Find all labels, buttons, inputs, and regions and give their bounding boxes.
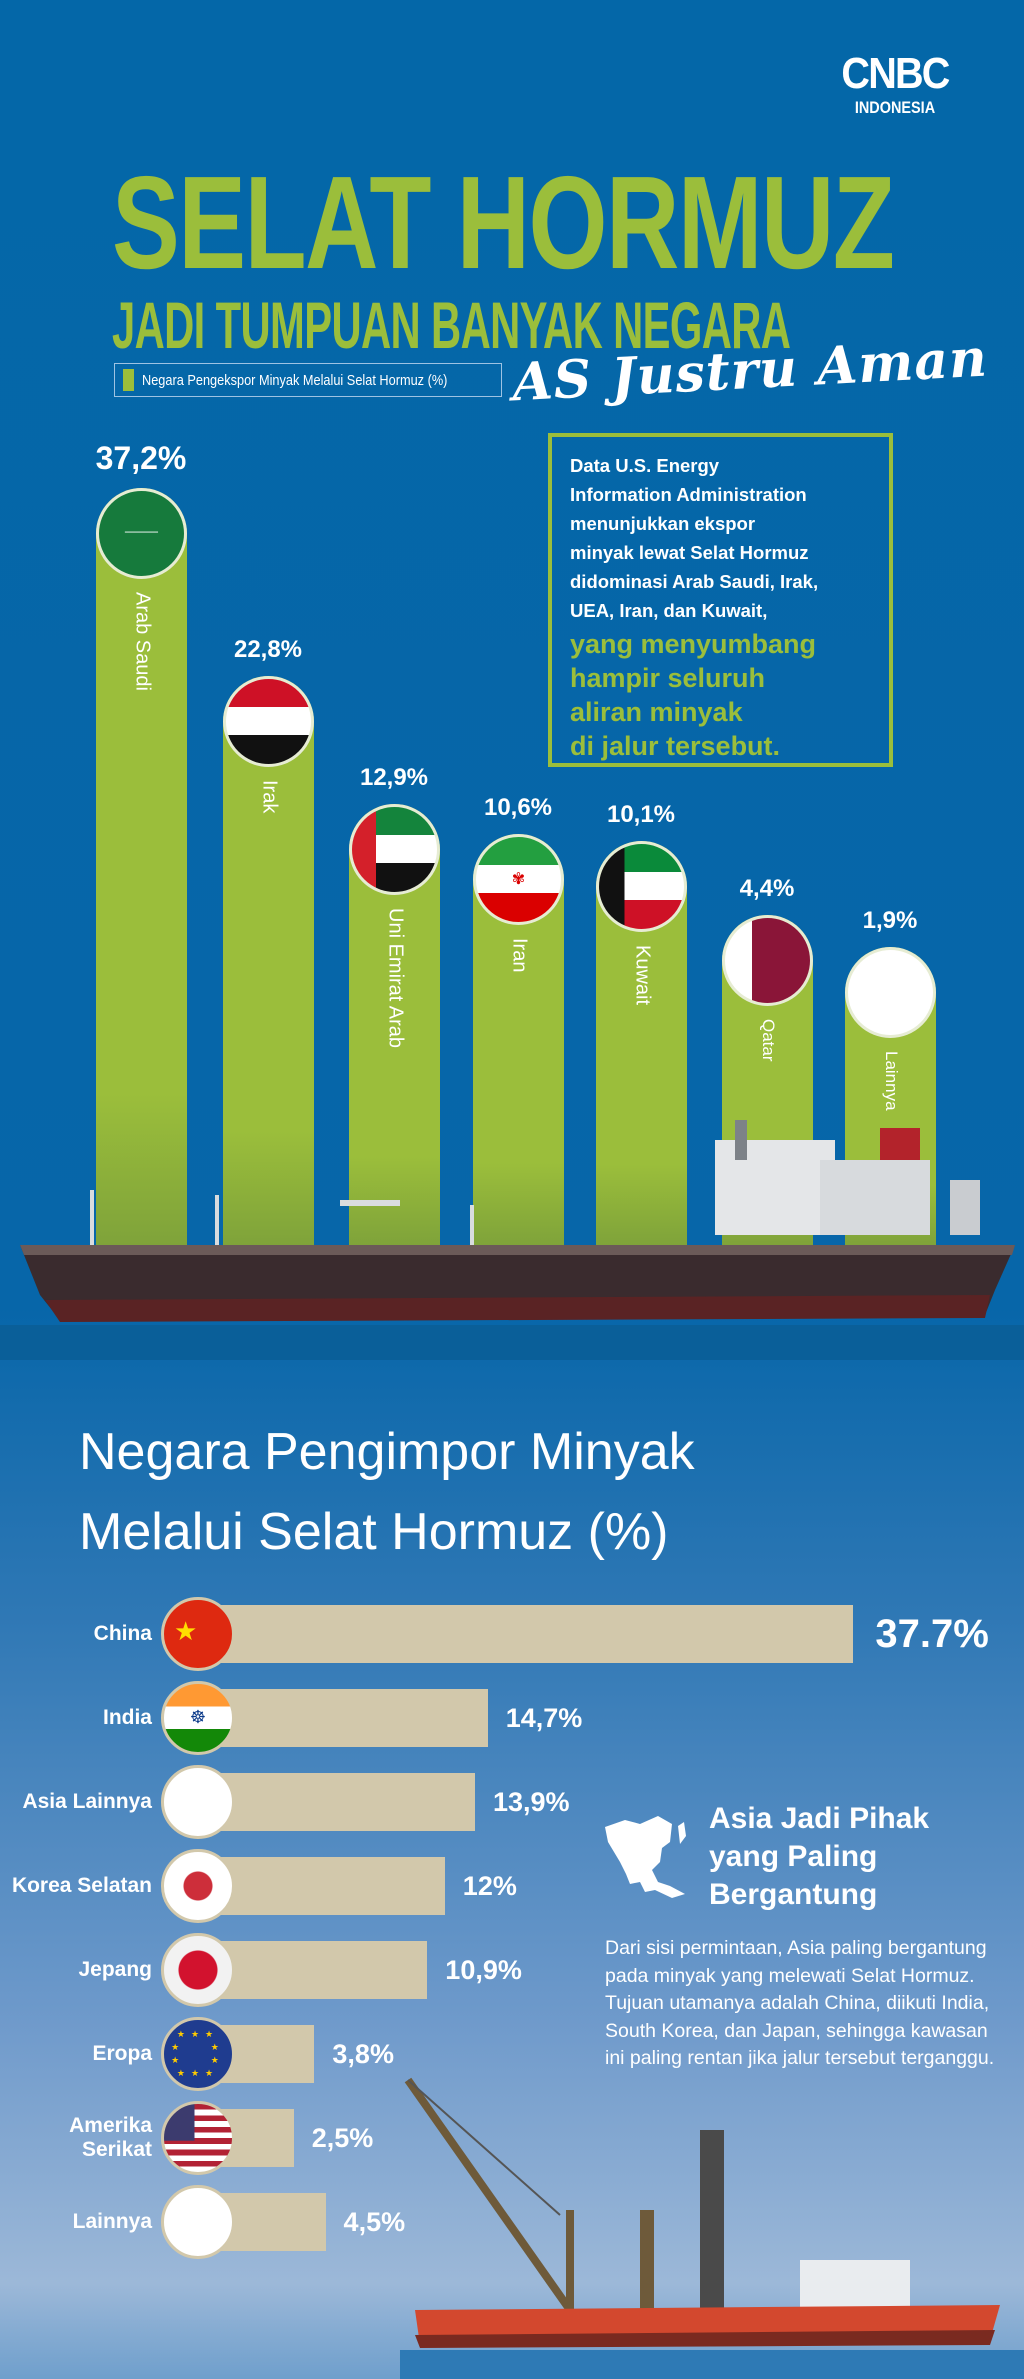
bar-category-label: Iran	[508, 938, 531, 973]
bar-value-label: 13,9%	[493, 1786, 570, 1817]
bar-category-label: Irak	[258, 779, 281, 813]
flag-iran-icon: ✾	[473, 834, 564, 926]
import-title-line: Melalui Selat Hormuz (%)	[79, 1503, 669, 1561]
bar	[198, 1941, 428, 1999]
bar-value-label: 3,8%	[332, 2038, 394, 2069]
bar	[198, 1689, 488, 1747]
bar-value-label: 12%	[462, 1870, 517, 1901]
bar-category-label: Eropa	[92, 2042, 152, 2065]
bar-row-lainnya: Lainnya 4,5%	[0, 2185, 1024, 2259]
legend-label: Negara Pengekspor Minyak Melalui Selat H…	[141, 371, 448, 389]
bar-kuwait: Kuwait	[596, 840, 687, 1245]
bar-value-label: 10,1%	[606, 800, 676, 828]
info-text: UEA, Iran, dan Kuwait,	[570, 600, 768, 621]
flag-usa-icon	[161, 2101, 235, 2175]
bar-arab-saudi: ⸻ Arab Saudi	[96, 488, 187, 1245]
info-box: Data U.S. Energy Information Administrat…	[548, 433, 893, 767]
bar-value-label: 22,8%	[233, 635, 303, 663]
bar-value-label: 1,9%	[862, 907, 918, 935]
bar-row-china: China ★ 37.7%	[0, 1597, 1024, 1671]
info-text: Information Administration	[570, 484, 807, 505]
bar-row-amerika-serikat: Amerika Serikat 2,5%	[0, 2101, 1024, 2175]
info-text: menunjukkan ekspor	[570, 513, 756, 534]
asia-map-icon	[605, 1816, 686, 1898]
logo-text: CNBC	[841, 49, 950, 98]
bar-category-label: Lainnya	[72, 2210, 152, 2233]
export-bar-chart: ⸻ Arab Saudi 37,2% Irak 22,8% Uni Emirat Arab…	[95, 440, 936, 1245]
flag-kuwait-icon	[596, 840, 687, 932]
asia-title-line: Asia Jadi Pihak	[709, 1802, 930, 1835]
info-highlight: di jalur tersebut.	[570, 731, 781, 761]
bar-iran: ✾ Iran	[473, 834, 564, 1245]
info-highlight: hampir seluruh	[570, 663, 766, 693]
legend-swatch	[123, 369, 134, 391]
asia-title-line: Bergantung	[709, 1878, 878, 1911]
bar-value-label: 37,2%	[95, 440, 187, 477]
bar-row-eropa: Eropa ★★★ ★ ★ ★ ★ ★★★ 3,8%	[0, 2017, 1024, 2091]
asia-title-line: yang Paling	[709, 1840, 878, 1873]
import-bar-chart: China ★ 37.7% India ☸ 14,7% Asia Lainnya 13,9% K…	[0, 0, 1024, 2259]
flag-eu-icon: ★★★ ★ ★ ★ ★ ★★★	[161, 2017, 235, 2091]
bar-value-label: 12,9%	[359, 764, 429, 792]
bar-row-korea-selatan: Korea Selatan 12%	[0, 1849, 1024, 1923]
bar-value-label: 2,5%	[311, 2122, 374, 2153]
import-title-line: Negara Pengimpor Minyak	[79, 1423, 695, 1481]
bar-irak: Irak	[223, 675, 314, 1245]
flag-qatar-icon	[722, 914, 813, 1006]
flag-saudi-icon: ⸻	[96, 488, 187, 580]
info-text: didominasi Arab Saudi, Irak,	[570, 571, 819, 592]
tanker-ship-image	[0, 1120, 1024, 1360]
bar-row-asia-lainnya: Asia Lainnya 13,9%	[0, 1765, 1024, 1839]
bar-category-label: India	[102, 1706, 152, 1729]
flag-india-icon: ☸	[161, 1681, 235, 1755]
bar-category-label: Amerika Serikat	[69, 2114, 152, 2161]
bar-category-label: Arab Saudi	[131, 592, 154, 692]
bar-value-label: 4,4%	[739, 874, 795, 902]
bar-value-label: 4,5%	[343, 2206, 406, 2237]
cnbc-indonesia-logo: CNBC INDONESIA	[835, 52, 955, 118]
bar-uni-emirat-arab: Uni Emirat Arab	[349, 804, 440, 1245]
info-text: minyak lewat Selat Hormuz	[570, 542, 809, 563]
flag-uae-icon	[349, 804, 440, 896]
bar-value-label: 37.7%	[875, 1611, 989, 1656]
bar-category-label: Asia Lainnya	[22, 1790, 152, 1813]
flag-blank-icon	[845, 947, 936, 1039]
bar-value-label: 10,6%	[483, 794, 553, 822]
bar-value-label: 10,9%	[445, 1954, 522, 1985]
info-text: Data U.S. Energy	[570, 455, 720, 476]
import-chart-title: Negara Pengimpor Minyak Melalui Selat Ho…	[79, 1412, 695, 1572]
flag-japan-icon	[161, 1933, 235, 2007]
bar	[198, 1605, 854, 1663]
flag-blank-icon	[161, 1765, 235, 1839]
flag-blank-icon	[161, 2185, 235, 2259]
logo-subtext: INDONESIA	[854, 98, 936, 117]
flag-china-icon: ★	[161, 1597, 235, 1671]
info-highlight: yang menyumbang	[570, 629, 817, 659]
bar-category-label: Uni Emirat Arab	[384, 908, 407, 1049]
bar-value-label: 14,7%	[505, 1702, 583, 1733]
info-highlight: aliran minyak	[570, 697, 743, 727]
bar-row-india: India ☸ 14,7%	[0, 1681, 1024, 1755]
bar	[198, 1857, 445, 1915]
bar-category-label: China	[93, 1622, 152, 1645]
chart-legend: Negara Pengekspor Minyak Melalui Selat H…	[114, 363, 502, 397]
bar-row-jepang: Jepang 10,9%	[0, 1933, 1024, 2007]
bar-category-label: Jepang	[78, 1958, 152, 1981]
flag-korea-icon	[161, 1849, 235, 1923]
bar-category-label: Qatar	[759, 1018, 778, 1062]
asia-section-title: Asia Jadi Pihak yang Paling Bergantung	[709, 1800, 929, 1914]
page-title: SELAT HORMUZ	[112, 149, 895, 296]
bar-category-label: Korea Selatan	[11, 1874, 152, 1897]
bar	[198, 1773, 475, 1831]
flag-iraq-icon	[223, 675, 314, 767]
asia-section-body: Dari sisi permintaan, Asia paling bergan…	[605, 1937, 995, 2069]
bar-category-label: Lainnya	[882, 1051, 901, 1111]
offshore-vessel-image	[400, 2077, 1024, 2379]
page-subtitle: JADI TUMPUAN BANYAK NEGARA	[112, 288, 791, 362]
bar-category-label: Kuwait	[631, 944, 654, 1005]
